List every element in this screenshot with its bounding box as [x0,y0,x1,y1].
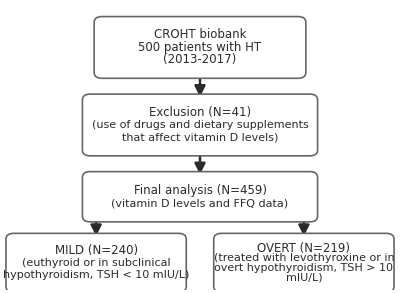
Text: Exclusion (N=41): Exclusion (N=41) [149,106,251,119]
Text: overt hypothyroidism, TSH > 10: overt hypothyroidism, TSH > 10 [214,263,393,272]
Text: OVERT (N=219): OVERT (N=219) [257,242,350,255]
Text: (treated with levothyroxine or in: (treated with levothyroxine or in [214,253,394,263]
Text: (2013-2017): (2013-2017) [163,54,237,67]
FancyBboxPatch shape [94,17,306,78]
FancyBboxPatch shape [6,233,186,292]
FancyBboxPatch shape [82,172,318,222]
Text: that affect vitamin D levels): that affect vitamin D levels) [122,132,278,142]
Text: CROHT biobank: CROHT biobank [154,28,246,41]
Text: hypothyroidism, TSH < 10 mIU/L): hypothyroidism, TSH < 10 mIU/L) [3,270,189,280]
Text: (euthyroid or in subclinical: (euthyroid or in subclinical [22,258,170,268]
Text: MILD (N=240): MILD (N=240) [54,244,138,258]
Text: Final analysis (N=459): Final analysis (N=459) [134,184,266,197]
Text: 500 patients with HT: 500 patients with HT [138,41,262,54]
FancyBboxPatch shape [82,94,318,156]
Text: (use of drugs and dietary supplements: (use of drugs and dietary supplements [92,120,308,130]
Text: mIU/L): mIU/L) [286,272,322,282]
FancyBboxPatch shape [214,233,394,292]
Text: (vitamin D levels and FFQ data): (vitamin D levels and FFQ data) [112,198,288,208]
